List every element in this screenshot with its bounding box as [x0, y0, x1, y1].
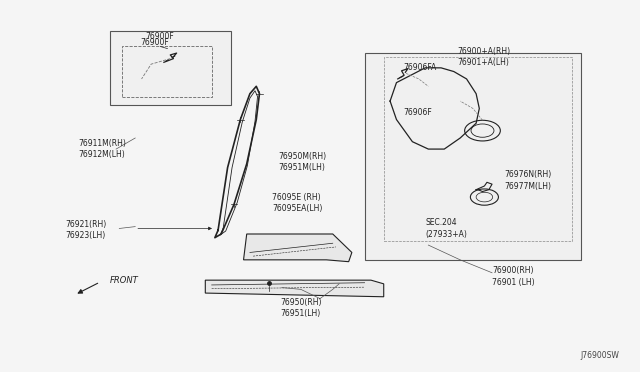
- Polygon shape: [244, 234, 352, 262]
- Text: FRONT: FRONT: [109, 276, 138, 285]
- Text: J76900SW: J76900SW: [580, 350, 620, 359]
- Text: 76921(RH)
76923(LH): 76921(RH) 76923(LH): [65, 220, 106, 240]
- Text: 76095E (RH)
76095EA(LH): 76095E (RH) 76095EA(LH): [272, 193, 323, 213]
- Text: 76900+A(RH)
76901+A(LH): 76900+A(RH) 76901+A(LH): [457, 47, 510, 67]
- Text: SEC.204
(27933+A): SEC.204 (27933+A): [425, 218, 467, 238]
- Text: 76900F: 76900F: [140, 38, 169, 46]
- Text: 76911M(RH)
76912M(LH): 76911M(RH) 76912M(LH): [78, 139, 125, 159]
- Text: 76900F: 76900F: [145, 32, 174, 41]
- FancyBboxPatch shape: [365, 53, 581, 260]
- Polygon shape: [205, 280, 384, 297]
- Text: 76906FA: 76906FA: [403, 63, 436, 72]
- Text: 76900(RH)
76901 (LH): 76900(RH) 76901 (LH): [492, 266, 534, 286]
- Text: 76906F: 76906F: [403, 108, 431, 117]
- Text: 76976N(RH)
76977M(LH): 76976N(RH) 76977M(LH): [505, 170, 552, 190]
- Text: 76950M(RH)
76951M(LH): 76950M(RH) 76951M(LH): [278, 152, 326, 172]
- Text: 76950(RH)
76951(LH): 76950(RH) 76951(LH): [280, 298, 322, 318]
- FancyBboxPatch shape: [109, 31, 231, 105]
